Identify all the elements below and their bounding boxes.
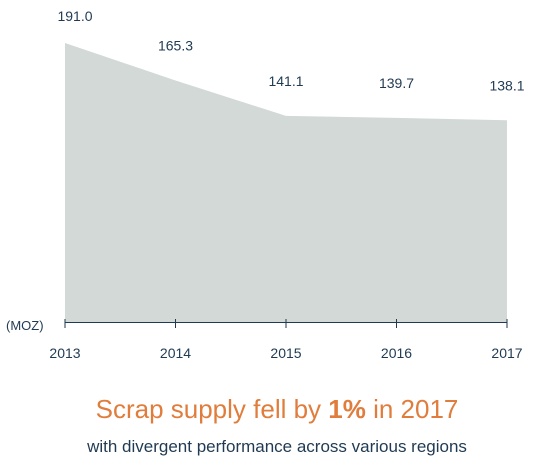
x-axis-ticks (64, 319, 508, 328)
data-label: 141.1 (268, 73, 303, 89)
scrap-supply-area (65, 43, 507, 322)
headline-suffix: in 2017 (365, 394, 459, 424)
x-axis-tick-labels: 2013 2014 2015 2016 2017 (49, 345, 522, 361)
unit-label: (MOZ) (6, 318, 44, 333)
x-tick-label: 2016 (381, 345, 412, 361)
headline-highlight: 1% (328, 394, 366, 424)
subline: with divergent performance across variou… (87, 437, 467, 456)
data-label: 138.1 (489, 77, 524, 93)
data-label: 191.0 (57, 8, 92, 24)
x-tick-label: 2015 (270, 345, 301, 361)
data-label: 139.7 (379, 75, 414, 91)
x-tick-label: 2017 (491, 345, 522, 361)
area-chart: 2013 2014 2015 2016 2017 191.0 165.3 141.1 139.… (6, 8, 525, 361)
x-tick-label: 2014 (160, 345, 191, 361)
headline: Scrap supply fell by 1% in 2017 (0, 394, 554, 425)
headline-prefix: Scrap supply fell by (95, 394, 329, 424)
data-value-labels: 191.0 165.3 141.1 139.7 138.1 (57, 8, 524, 93)
x-tick-label: 2013 (49, 345, 80, 361)
data-label: 165.3 (158, 38, 193, 54)
